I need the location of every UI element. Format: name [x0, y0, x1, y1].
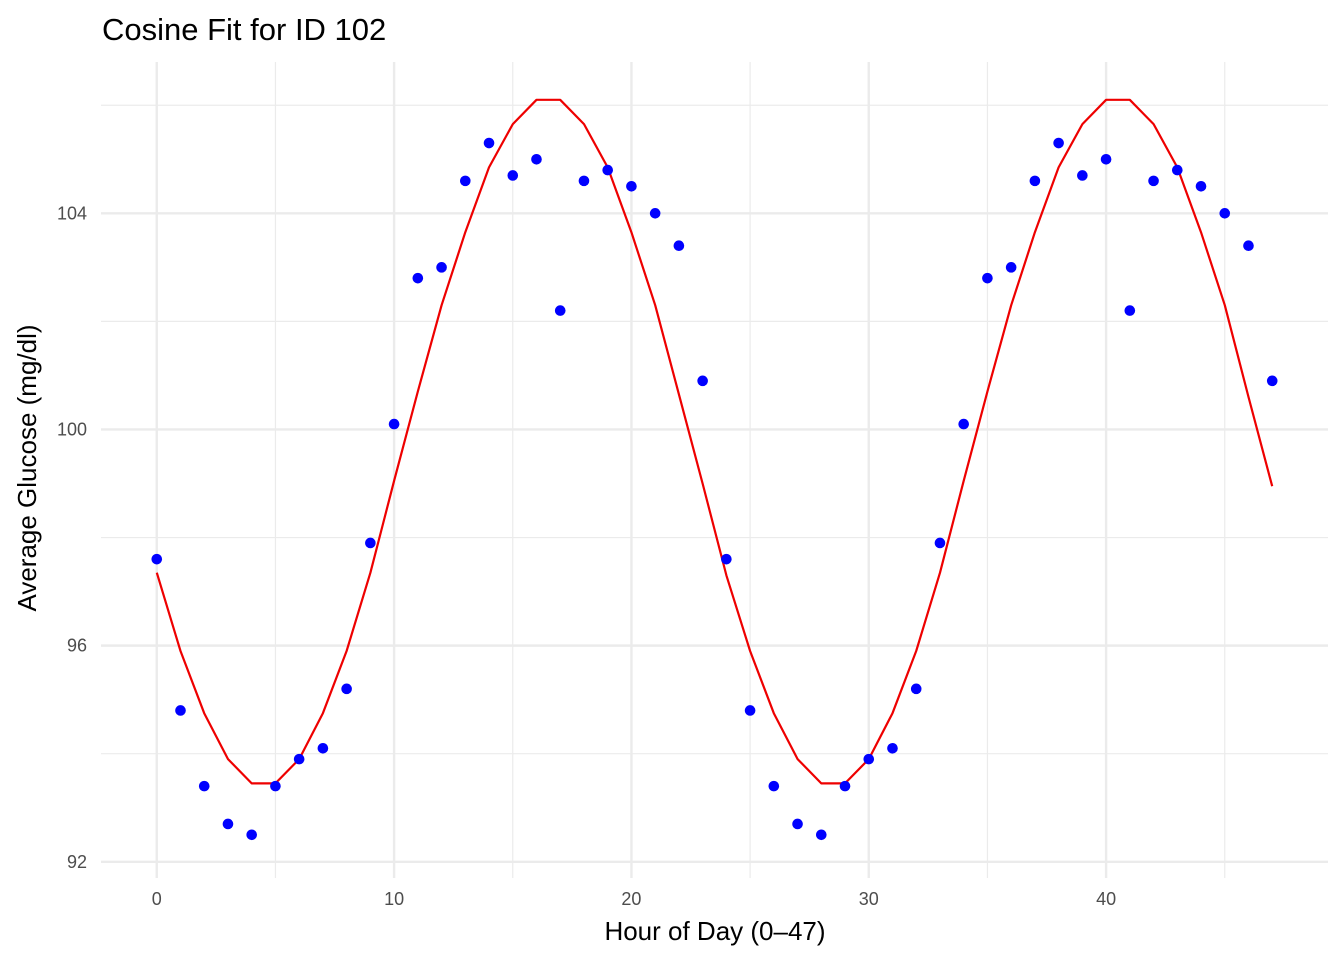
data-point: [626, 180, 637, 192]
fit-line-layer: [155, 98, 1274, 785]
data-point: [246, 829, 258, 841]
y-tick-label: 104: [57, 203, 87, 223]
data-point: [1053, 137, 1064, 149]
y-axis-title: Average Glucose (mg/dl): [12, 324, 42, 611]
x-axis-title: Hour of Day (0–47): [604, 916, 825, 946]
data-point: [198, 780, 210, 792]
data-point: [151, 553, 163, 565]
data-point: [531, 153, 542, 165]
data-point: [910, 683, 922, 695]
x-axis-ticks: 0 10 20 30 40: [152, 889, 1116, 909]
data-point: [815, 829, 827, 841]
data-point: [1266, 375, 1278, 387]
data-point: [721, 553, 732, 565]
data-point: [412, 272, 424, 284]
data-point: [649, 208, 661, 219]
data-point: [1124, 305, 1136, 316]
data-point: [602, 164, 614, 176]
data-point: [554, 305, 566, 316]
data-point: [1100, 153, 1112, 165]
x-tick-label: 20: [621, 889, 641, 909]
x-tick-label: 0: [152, 889, 162, 909]
data-point: [365, 537, 376, 549]
data-point: [341, 683, 352, 695]
y-tick-label: 96: [67, 636, 87, 656]
y-tick-label: 92: [67, 852, 87, 872]
data-point: [934, 537, 946, 549]
grid: [101, 62, 1328, 878]
data-point: [1077, 170, 1088, 181]
y-axis-ticks: 92 96 100 104: [57, 203, 87, 871]
data-point: [744, 705, 756, 716]
data-point: [1243, 240, 1254, 252]
data-point: [697, 375, 708, 387]
data-point: [578, 175, 590, 187]
data-point: [460, 175, 471, 187]
data-point: [792, 818, 803, 830]
data-point: [1195, 180, 1207, 192]
data-point: [388, 418, 400, 430]
data-point: [863, 753, 875, 765]
data-point: [768, 780, 780, 792]
cosine-fit-line: [155, 98, 1274, 785]
data-point: [175, 705, 186, 716]
chart-title: Cosine Fit for ID 102: [102, 12, 386, 47]
data-point: [293, 753, 305, 765]
data-point: [317, 743, 329, 754]
data-point: [1219, 208, 1231, 219]
points-layer: [151, 137, 1278, 841]
data-point: [436, 262, 447, 273]
data-point: [270, 780, 281, 792]
data-point: [1148, 175, 1159, 187]
data-point: [1029, 175, 1041, 187]
data-point: [839, 780, 851, 792]
data-point: [887, 743, 898, 754]
x-tick-label: 10: [384, 889, 404, 909]
data-point: [222, 818, 234, 830]
data-point: [1005, 262, 1017, 273]
y-tick-label: 100: [57, 419, 87, 439]
data-point: [507, 170, 519, 181]
data-point: [958, 418, 969, 430]
data-point: [483, 137, 495, 149]
data-point: [982, 272, 993, 284]
x-tick-label: 40: [1096, 889, 1116, 909]
data-point: [1171, 164, 1183, 176]
data-point: [673, 240, 685, 252]
x-tick-label: 30: [859, 889, 879, 909]
